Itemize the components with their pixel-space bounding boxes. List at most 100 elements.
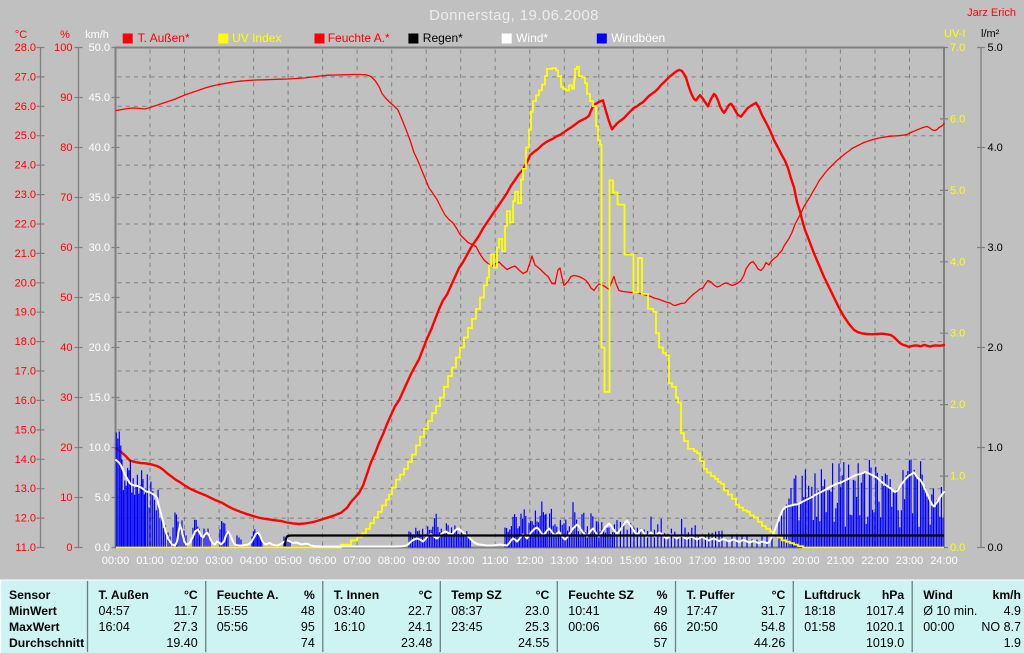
svg-text:5.0: 5.0 bbox=[950, 185, 965, 197]
svg-text:°C: °C bbox=[419, 588, 433, 602]
svg-text:02:00: 02:00 bbox=[171, 555, 199, 567]
svg-text:10: 10 bbox=[60, 492, 72, 504]
svg-text:16.0: 16.0 bbox=[15, 395, 36, 407]
svg-text:45.0: 45.0 bbox=[89, 92, 110, 104]
svg-text:80: 80 bbox=[60, 142, 72, 154]
svg-text:T. Puffer: T. Puffer bbox=[687, 588, 735, 602]
svg-text:50.0: 50.0 bbox=[89, 42, 110, 54]
svg-text:3.0: 3.0 bbox=[950, 328, 965, 340]
svg-text:19.0: 19.0 bbox=[15, 307, 36, 319]
svg-text:26.0: 26.0 bbox=[15, 101, 36, 113]
svg-text:7.0: 7.0 bbox=[950, 42, 965, 54]
svg-text:l/m²: l/m² bbox=[981, 28, 1000, 40]
svg-text:23:00: 23:00 bbox=[896, 555, 924, 567]
svg-text:95: 95 bbox=[301, 620, 315, 634]
svg-text:%: % bbox=[60, 29, 70, 41]
svg-text:18:00: 18:00 bbox=[723, 555, 751, 567]
svg-text:27.3: 27.3 bbox=[173, 620, 197, 634]
svg-text:16:00: 16:00 bbox=[654, 555, 682, 567]
svg-text:1020.1: 1020.1 bbox=[866, 620, 904, 634]
svg-text:20.0: 20.0 bbox=[89, 342, 110, 354]
svg-text:16:04: 16:04 bbox=[99, 620, 130, 634]
svg-text:23.48: 23.48 bbox=[401, 636, 432, 650]
svg-text:15.0: 15.0 bbox=[89, 392, 110, 404]
svg-text:Feuchte SZ: Feuchte SZ bbox=[568, 588, 634, 602]
svg-text:21.0: 21.0 bbox=[15, 248, 36, 260]
svg-text:11.7: 11.7 bbox=[174, 604, 197, 618]
svg-text:0.0: 0.0 bbox=[988, 542, 1003, 554]
svg-text:30: 30 bbox=[60, 392, 72, 404]
svg-text:100: 100 bbox=[54, 42, 72, 54]
svg-text:2.0: 2.0 bbox=[988, 342, 1003, 354]
svg-text:00:06: 00:06 bbox=[568, 620, 599, 634]
svg-text:08:37: 08:37 bbox=[451, 604, 482, 618]
svg-text:°C: °C bbox=[15, 29, 27, 41]
svg-text:25.0: 25.0 bbox=[89, 292, 110, 304]
svg-text:19.40: 19.40 bbox=[166, 636, 197, 650]
svg-text:hPa: hPa bbox=[882, 588, 905, 602]
svg-text:Jarz Erich: Jarz Erich bbox=[967, 7, 1016, 19]
svg-text:05:56: 05:56 bbox=[217, 620, 248, 634]
svg-text:14.0: 14.0 bbox=[15, 454, 36, 466]
svg-text:Wind: Wind bbox=[923, 588, 953, 602]
svg-text:03:00: 03:00 bbox=[205, 555, 233, 567]
svg-text:90: 90 bbox=[60, 92, 72, 104]
svg-text:24.55: 24.55 bbox=[518, 636, 549, 650]
svg-text:Durchschnitt: Durchschnitt bbox=[9, 636, 84, 650]
svg-text:17:00: 17:00 bbox=[689, 555, 717, 567]
svg-text:22.0: 22.0 bbox=[15, 219, 36, 231]
svg-text:UV-I: UV-I bbox=[944, 28, 965, 40]
svg-text:35.0: 35.0 bbox=[89, 192, 110, 204]
svg-text:°C: °C bbox=[772, 588, 786, 602]
svg-text:01:58: 01:58 bbox=[804, 620, 835, 634]
svg-text:6.0: 6.0 bbox=[950, 113, 965, 125]
svg-text:30.0: 30.0 bbox=[89, 242, 110, 254]
svg-text:T. Außen*: T. Außen* bbox=[138, 31, 190, 45]
svg-text:24.1: 24.1 bbox=[408, 620, 432, 634]
svg-text:Temp SZ: Temp SZ bbox=[451, 588, 502, 602]
svg-text:20:50: 20:50 bbox=[687, 620, 718, 634]
svg-text:09:00: 09:00 bbox=[412, 555, 440, 567]
svg-text:NO 8.7: NO 8.7 bbox=[981, 620, 1021, 634]
svg-text:18:18: 18:18 bbox=[804, 604, 835, 618]
svg-text:17.0: 17.0 bbox=[15, 366, 36, 378]
svg-text:24.0: 24.0 bbox=[15, 160, 36, 172]
svg-text:60: 60 bbox=[60, 242, 72, 254]
svg-text:15:00: 15:00 bbox=[620, 555, 648, 567]
svg-text:5.0: 5.0 bbox=[988, 42, 1003, 54]
svg-text:MaxWert: MaxWert bbox=[9, 620, 60, 634]
svg-text:Regen*: Regen* bbox=[423, 31, 463, 45]
svg-text:1.9: 1.9 bbox=[1004, 636, 1021, 650]
svg-text:10:41: 10:41 bbox=[568, 604, 599, 618]
svg-text:10:00: 10:00 bbox=[447, 555, 475, 567]
svg-text:03:40: 03:40 bbox=[334, 604, 365, 618]
svg-text:Feuchte A.*: Feuchte A.* bbox=[328, 31, 390, 45]
svg-text:°C: °C bbox=[184, 588, 198, 602]
svg-text:2.0: 2.0 bbox=[950, 399, 965, 411]
svg-text:18.0: 18.0 bbox=[15, 336, 36, 348]
svg-text:UV Index: UV Index bbox=[232, 31, 281, 45]
svg-text:km/h: km/h bbox=[993, 588, 1021, 602]
svg-text:31.7: 31.7 bbox=[761, 604, 785, 618]
svg-text:20.0: 20.0 bbox=[15, 277, 36, 289]
svg-text:14:00: 14:00 bbox=[585, 555, 613, 567]
svg-text:74: 74 bbox=[301, 636, 315, 650]
svg-text:13.0: 13.0 bbox=[15, 483, 36, 495]
svg-text:23:45: 23:45 bbox=[451, 620, 482, 634]
svg-text:0.0: 0.0 bbox=[95, 542, 110, 554]
svg-text:Wind*: Wind* bbox=[516, 31, 548, 45]
svg-text:66: 66 bbox=[654, 620, 668, 634]
svg-text:40: 40 bbox=[60, 342, 72, 354]
svg-text:17:47: 17:47 bbox=[687, 604, 718, 618]
svg-text:11.0: 11.0 bbox=[15, 542, 36, 554]
svg-text:04:57: 04:57 bbox=[99, 604, 130, 618]
svg-text:28.0: 28.0 bbox=[15, 42, 36, 54]
svg-text:11:00: 11:00 bbox=[482, 555, 509, 567]
svg-text:Donnerstag, 19.06.2008: Donnerstag, 19.06.2008 bbox=[429, 7, 599, 24]
svg-text:5.0: 5.0 bbox=[95, 492, 110, 504]
svg-text:20:00: 20:00 bbox=[792, 555, 820, 567]
svg-text:1019.0: 1019.0 bbox=[866, 636, 904, 650]
svg-text:48: 48 bbox=[301, 604, 315, 618]
svg-text:22:00: 22:00 bbox=[861, 555, 889, 567]
svg-text:1017.4: 1017.4 bbox=[866, 604, 904, 618]
